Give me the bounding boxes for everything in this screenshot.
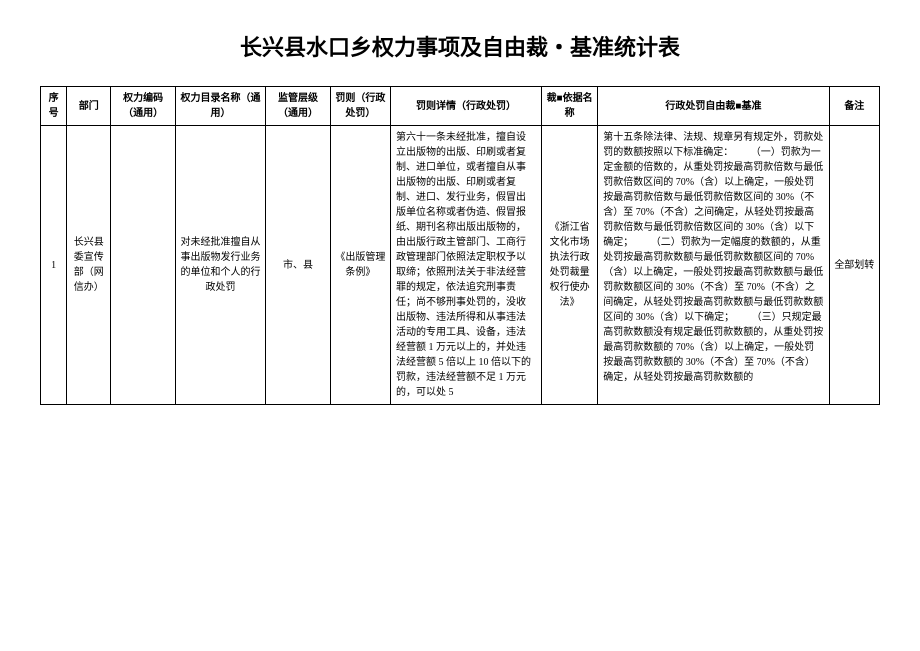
cell-detail: 第六十一条未经批准，擅自设立出版物的出版、印刷或者复制、进口单位，或者擅自从事出… bbox=[391, 126, 542, 405]
col-name: 权力目录名称（通用） bbox=[175, 87, 266, 126]
table-header-row: 序号 部门 权力编码（通用） 权力目录名称（通用） 监管层级（通用） 罚则（行政… bbox=[41, 87, 880, 126]
col-code: 权力编码（通用） bbox=[111, 87, 175, 126]
cell-name: 对未经批准擅自从事出版物发行业务的单位和个人的行政处罚 bbox=[175, 126, 266, 405]
cell-level: 市、县 bbox=[266, 126, 330, 405]
col-basis: 裁■依据名称 bbox=[541, 87, 597, 126]
col-rule: 罚则（行政处罚） bbox=[330, 87, 390, 126]
col-remark: 备注 bbox=[829, 87, 879, 126]
cell-rule: 《出版管理条例》 bbox=[330, 126, 390, 405]
col-level: 监管层级（通用） bbox=[266, 87, 330, 126]
page-title: 长兴县水口乡权力事项及自由裁・基准统计表 bbox=[40, 30, 880, 62]
cell-standard: 第十五条除法律、法规、规章另有规定外，罚款处罚的数额按照以下标准确定： （一）罚… bbox=[598, 126, 829, 405]
cell-seq: 1 bbox=[41, 126, 67, 405]
col-standard: 行政处罚自由裁■基准 bbox=[598, 87, 829, 126]
cell-dept: 长兴县委宣传部（网信办） bbox=[67, 126, 111, 405]
col-dept: 部门 bbox=[67, 87, 111, 126]
cell-basis: 《浙江省文化市场执法行政处罚裁量权行使办法》 bbox=[541, 126, 597, 405]
table-row: 1 长兴县委宣传部（网信办） 对未经批准擅自从事出版物发行业务的单位和个人的行政… bbox=[41, 126, 880, 405]
authority-table: 序号 部门 权力编码（通用） 权力目录名称（通用） 监管层级（通用） 罚则（行政… bbox=[40, 86, 880, 405]
col-seq: 序号 bbox=[41, 87, 67, 126]
cell-remark: 全部划转 bbox=[829, 126, 879, 405]
cell-code bbox=[111, 126, 175, 405]
col-detail: 罚则详情（行政处罚） bbox=[391, 87, 542, 126]
